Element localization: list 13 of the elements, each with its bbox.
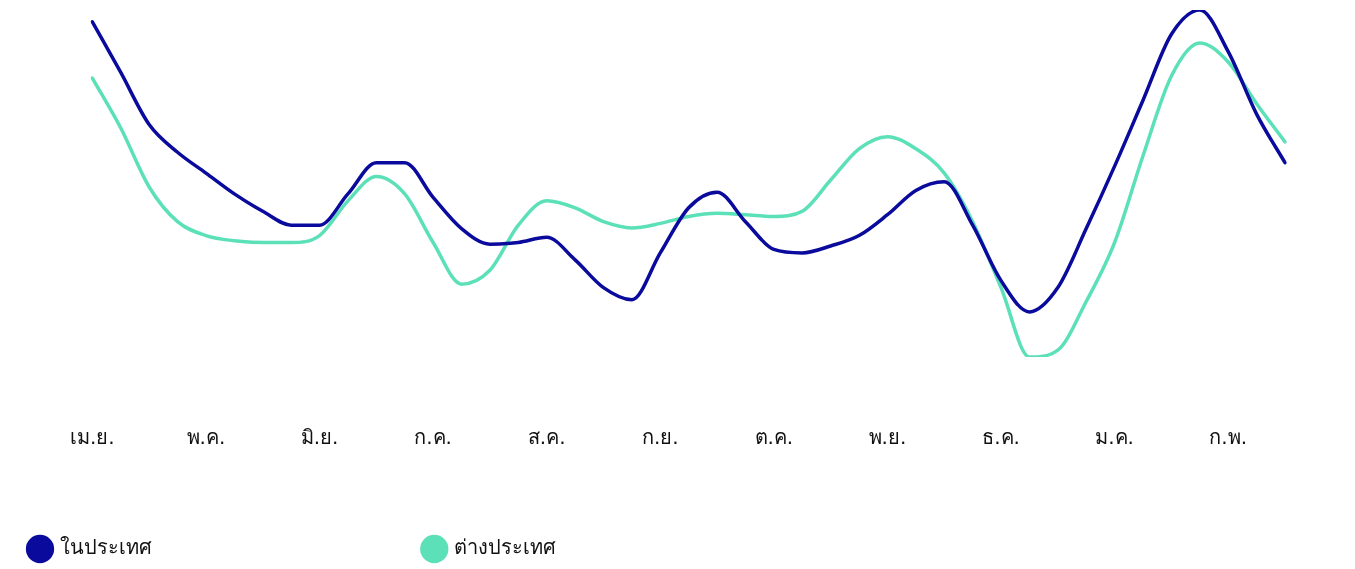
legend-label: ต่างประเทศ (454, 535, 811, 560)
x-tick-label: พ.ค. (186, 425, 226, 450)
x-tick-label: เม.ย. (70, 425, 115, 450)
x-tick-label: ธ.ค. (982, 425, 1020, 450)
x-tick-label: พ.ย. (868, 425, 907, 450)
x-tick-label: ก.พ. (1209, 425, 1248, 450)
x-tick-label: มิ.ย. (300, 425, 339, 450)
x-tick-label: ก.ค. (414, 425, 452, 450)
x-tick-label: ก.ย. (641, 425, 679, 450)
x-tick-label: ต.ค. (754, 425, 794, 450)
legend-label: ในประเทศ (60, 535, 407, 560)
x-tick-label: ม.ค. (1095, 425, 1134, 450)
x-tick-label: ส.ค. (527, 425, 566, 450)
